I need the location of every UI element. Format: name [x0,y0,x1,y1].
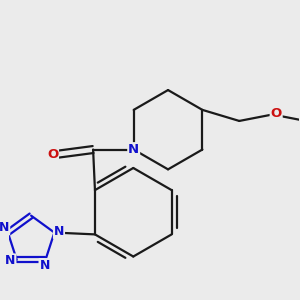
Text: O: O [47,148,58,161]
Text: N: N [5,254,16,267]
Text: N: N [54,225,64,238]
Text: O: O [271,107,282,120]
Text: N: N [0,221,9,234]
Text: N: N [128,143,139,156]
Text: N: N [39,259,50,272]
